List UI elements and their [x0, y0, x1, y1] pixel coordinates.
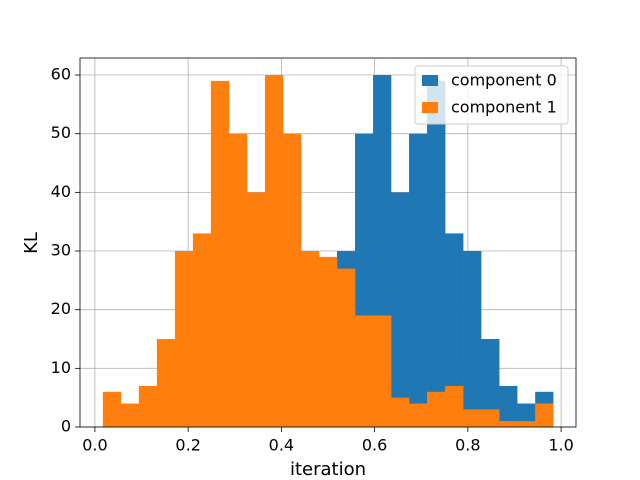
legend-swatch: [422, 102, 438, 113]
ticks: 0.0 0.2 0.4 0.6 0.8 1.0 0 10 20 30 40 50 60: [51, 65, 574, 455]
histogram-bar: [409, 133, 428, 428]
histogram-bar: [264, 75, 284, 427]
histogram-bar: [463, 251, 482, 427]
histogram-bar: [409, 403, 428, 427]
histogram-bar: [427, 391, 446, 427]
y-tick-label: 10: [51, 358, 71, 377]
histogram-bar: [192, 233, 212, 427]
x-tick-label: 0.8: [455, 436, 480, 455]
histogram-bar: [391, 192, 410, 427]
y-tick-label: 0: [61, 417, 71, 436]
histogram-bar: [156, 339, 176, 427]
histogram-bar: [427, 80, 446, 427]
histogram-bar: [391, 397, 410, 427]
legend-label: component 0: [451, 71, 557, 90]
histogram-bar: [373, 315, 392, 427]
histogram-bar: [499, 385, 518, 427]
histogram-bar: [282, 133, 302, 428]
y-tick-label: 40: [51, 182, 71, 201]
y-tick-label: 30: [51, 241, 71, 260]
legend-box: [414, 65, 569, 125]
x-axis-label: iteration: [290, 459, 366, 480]
legend-label: component 1: [451, 98, 557, 117]
histogram-bar: [120, 403, 140, 427]
histogram-bar: [174, 251, 194, 427]
histogram-bar: [138, 385, 158, 427]
histogram-bar: [319, 256, 338, 427]
histogram-bar: [355, 315, 374, 427]
legend: component 0 component 1: [414, 65, 569, 125]
histogram-bar: [445, 385, 464, 427]
histogram-bar: [300, 251, 320, 427]
histogram-bar: [463, 409, 482, 427]
histogram-bar: [517, 421, 536, 427]
histogram-bar: [499, 421, 518, 427]
histogram-bar: [445, 233, 464, 427]
histogram-bar: [481, 409, 500, 427]
histogram-bar: [535, 403, 554, 427]
y-tick-label: 60: [51, 65, 71, 84]
x-tick-label: 0.0: [82, 436, 107, 455]
x-tick-label: 0.4: [269, 436, 294, 455]
x-tick-label: 1.0: [548, 436, 573, 455]
x-tick-label: 0.6: [362, 436, 387, 455]
y-axis-label: KL: [21, 232, 42, 254]
y-tick-label: 20: [51, 299, 71, 318]
histogram-bar: [228, 133, 248, 428]
histogram-bar: [102, 391, 122, 427]
histogram-bar: [210, 80, 230, 427]
y-tick-label: 50: [51, 123, 71, 142]
legend-swatch: [422, 75, 438, 86]
histogram-bar: [481, 339, 500, 427]
histogram-bar: [336, 268, 356, 427]
axes-frame: [79, 57, 577, 428]
bars: [102, 75, 554, 428]
histogram-bar: [246, 192, 266, 427]
x-tick-label: 0.2: [175, 436, 200, 455]
